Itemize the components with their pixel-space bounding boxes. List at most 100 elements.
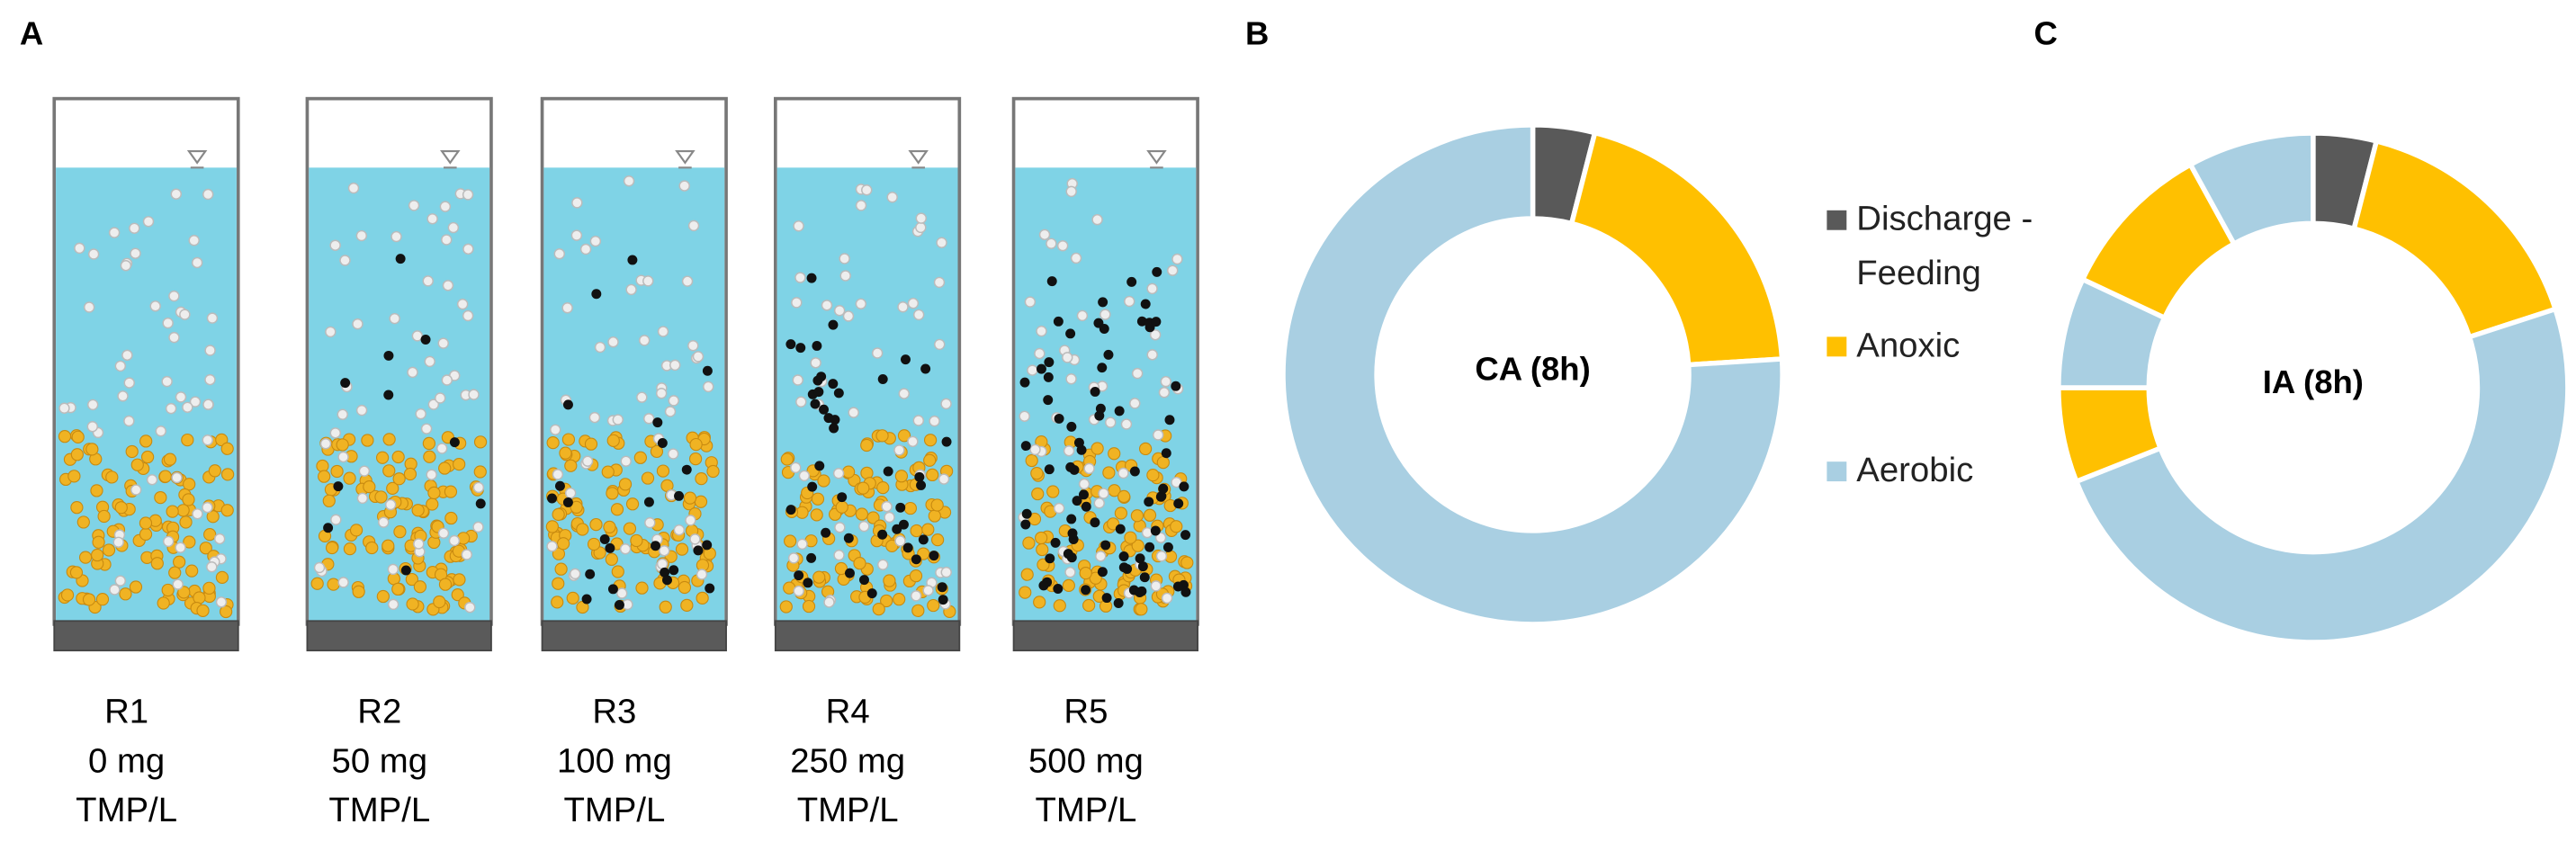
reactor-dose: 100 mg [557, 741, 672, 780]
dark-particle [1066, 514, 1077, 524]
bubble [170, 188, 182, 200]
bubble [546, 541, 558, 552]
bubble [1095, 551, 1107, 562]
granule [855, 507, 869, 521]
granule [559, 446, 572, 460]
dark-particle [651, 541, 660, 551]
granule [630, 533, 643, 548]
granule [102, 543, 116, 557]
granule [1146, 469, 1160, 482]
bubble [202, 501, 213, 514]
granule [325, 541, 339, 555]
bubble [468, 389, 480, 400]
granule [176, 504, 190, 517]
bubble [407, 366, 418, 379]
granule [203, 528, 217, 542]
granule [1079, 566, 1092, 580]
bubble [1129, 398, 1141, 409]
dark-particle [400, 565, 411, 576]
bubble [792, 374, 803, 386]
granule [438, 461, 452, 475]
granule [392, 472, 406, 486]
dark-particle [785, 505, 796, 515]
dark-particle [1065, 328, 1076, 339]
granule [1131, 539, 1144, 552]
granule [680, 598, 694, 612]
dark-particle [794, 570, 804, 581]
legend-swatch [1827, 336, 1847, 357]
bubble [1064, 566, 1076, 578]
granule [570, 500, 583, 514]
bubble [1124, 295, 1135, 308]
granule [910, 524, 923, 538]
granule [784, 534, 797, 548]
bubble [668, 395, 679, 407]
reactor-dose: 50 mg [332, 741, 428, 780]
bubble [623, 175, 635, 187]
reactor-name: R2 [357, 692, 401, 730]
granule [897, 429, 911, 443]
granule [119, 587, 132, 601]
bubble [839, 253, 850, 264]
bubble [1036, 325, 1047, 337]
bubble [202, 399, 214, 410]
granule [611, 565, 624, 578]
bubble [142, 216, 155, 228]
bubble [689, 533, 701, 545]
granule [139, 527, 153, 541]
granule [659, 600, 672, 614]
dark-particle [828, 379, 839, 390]
bubble [1029, 443, 1041, 456]
granule [393, 525, 407, 539]
dark-particle [705, 583, 715, 594]
granule [909, 569, 923, 583]
dark-particle [1171, 381, 1181, 391]
dark-particle [806, 273, 817, 283]
granule [1180, 556, 1194, 569]
dark-particle [1113, 598, 1124, 608]
granule [802, 599, 816, 614]
bubble [462, 189, 474, 201]
granule [683, 491, 697, 505]
granule [438, 578, 453, 591]
dark-particle [1036, 363, 1046, 374]
granule [318, 470, 331, 483]
dark-particle [1140, 299, 1151, 309]
bubble [58, 402, 70, 414]
bubble [472, 481, 485, 494]
granule [91, 548, 104, 562]
granule [129, 580, 143, 594]
dark-particle [892, 524, 902, 534]
dark-particle [1099, 324, 1109, 335]
bubble [1027, 364, 1038, 376]
bubble [472, 521, 484, 533]
dark-particle [693, 545, 704, 556]
granule [1082, 598, 1096, 613]
bubble [378, 516, 390, 528]
dark-particle [607, 584, 618, 595]
dark-particle [323, 523, 334, 533]
granule [552, 577, 565, 590]
bubble [912, 415, 925, 426]
granule [589, 517, 603, 532]
dark-particle [395, 254, 406, 264]
granule [327, 578, 340, 591]
dark-particle [1066, 421, 1077, 432]
legend-label: Discharge - Feeding [1856, 200, 2033, 293]
granule [650, 444, 664, 459]
granule [678, 580, 692, 595]
dark-particle [420, 335, 431, 345]
bubble [642, 275, 654, 287]
bubble [329, 427, 341, 439]
bubble [313, 561, 326, 574]
dark-particle [833, 388, 844, 399]
dark-particle [554, 480, 565, 491]
dark-particle [902, 542, 913, 553]
bubble [108, 227, 121, 238]
dark-particle [1135, 587, 1145, 598]
dark-particle [837, 492, 848, 503]
reactor-unit: TMP/L [1035, 791, 1136, 829]
granule [857, 481, 870, 495]
bubble [936, 237, 947, 248]
